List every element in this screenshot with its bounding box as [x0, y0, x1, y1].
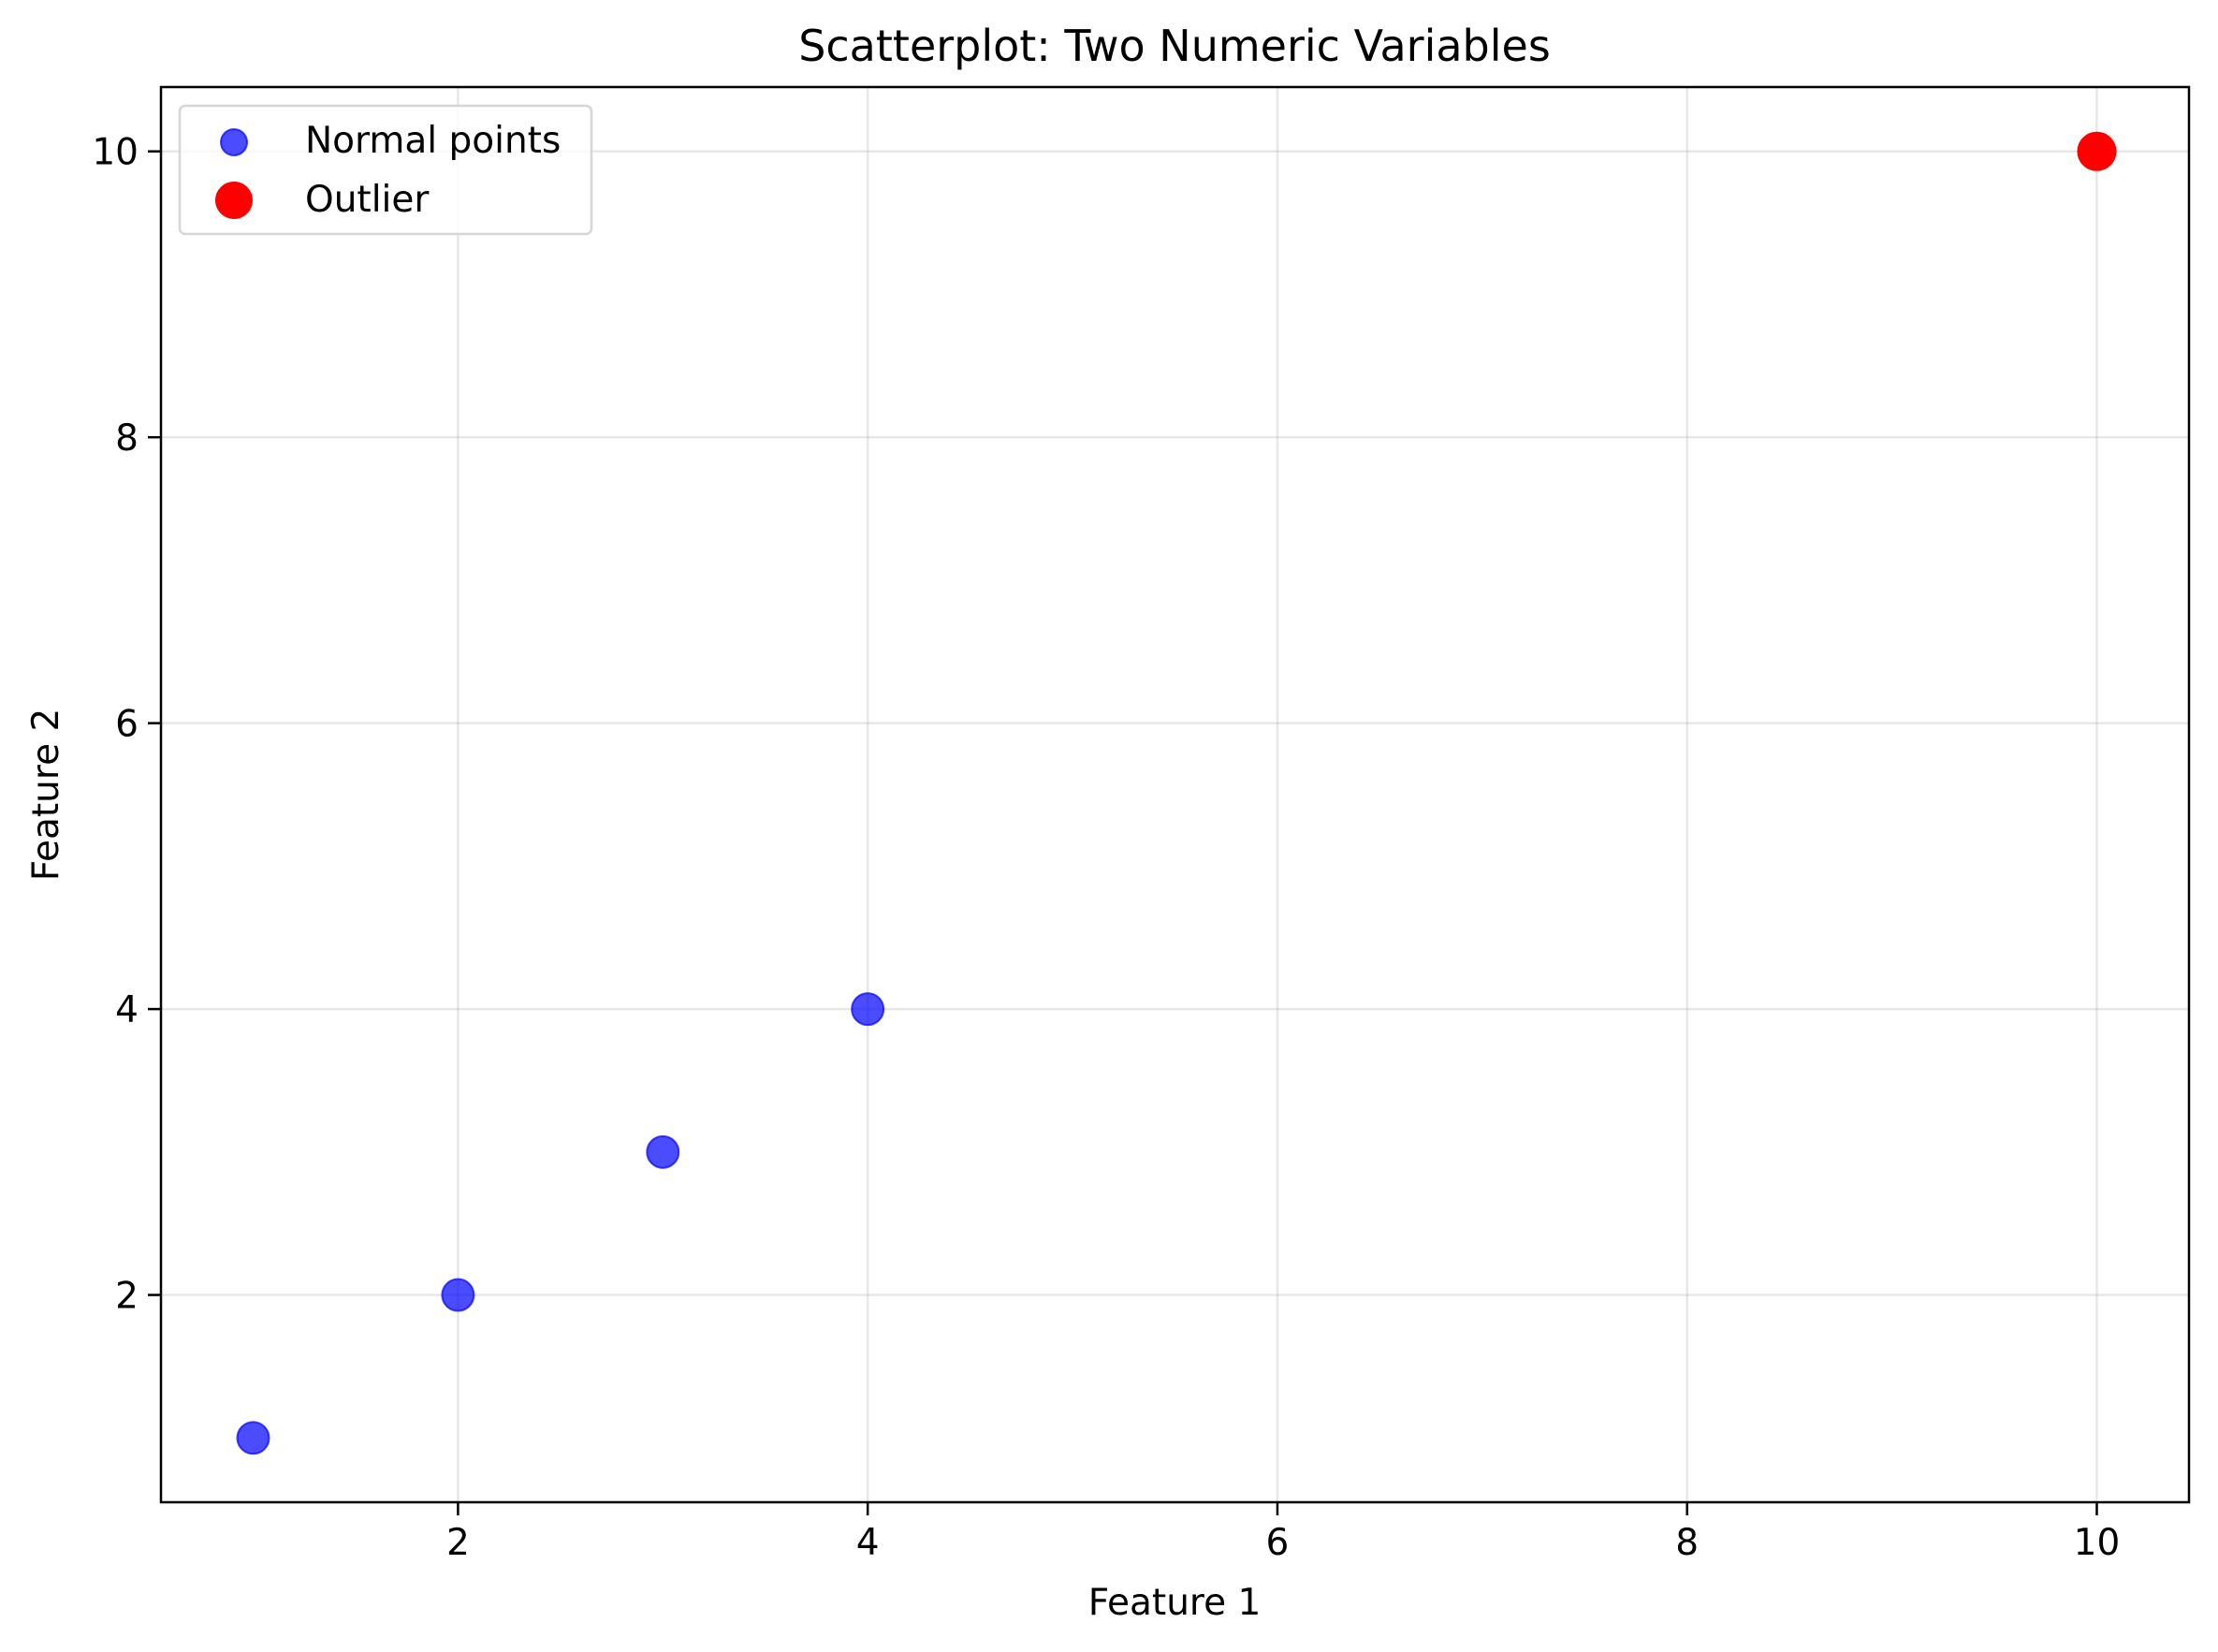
x-tick-label: 8	[1675, 1522, 1699, 1564]
legend-label-outlier: Outlier	[305, 179, 430, 221]
y-tick-label: 10	[92, 132, 139, 174]
legend-box	[178, 104, 593, 236]
legend: Normal points Outlier	[178, 104, 593, 236]
chart-title: Scatterplot: Two Numeric Variables	[798, 21, 1551, 71]
data-point-normal	[851, 992, 885, 1027]
data-point-normal	[441, 1278, 475, 1312]
axes-frame	[159, 85, 2191, 1504]
y-tick-label: 2	[115, 1276, 139, 1318]
x-axis-label: Feature 1	[1088, 1582, 1262, 1624]
x-tick-label: 6	[1266, 1522, 1290, 1564]
y-tick-label: 8	[115, 417, 139, 460]
x-tick-label: 4	[856, 1522, 880, 1564]
x-tick-label: 2	[446, 1522, 470, 1564]
points	[236, 131, 2117, 1455]
ticks: 2 4 6 8 10 2 4 6 8 10	[92, 132, 2120, 1564]
data-point-outlier	[2077, 131, 2117, 171]
legend-marker-normal	[220, 128, 248, 156]
data-point-normal	[646, 1134, 680, 1169]
legend-label-normal: Normal points	[305, 120, 561, 162]
legend-marker-outlier	[215, 182, 253, 219]
y-axis-label: Feature 2	[25, 709, 67, 882]
y-tick-label: 6	[115, 704, 139, 746]
y-tick-label: 4	[115, 989, 139, 1031]
grid	[161, 87, 2189, 1502]
data-point-normal	[236, 1421, 270, 1455]
x-tick-label: 10	[2074, 1522, 2121, 1564]
